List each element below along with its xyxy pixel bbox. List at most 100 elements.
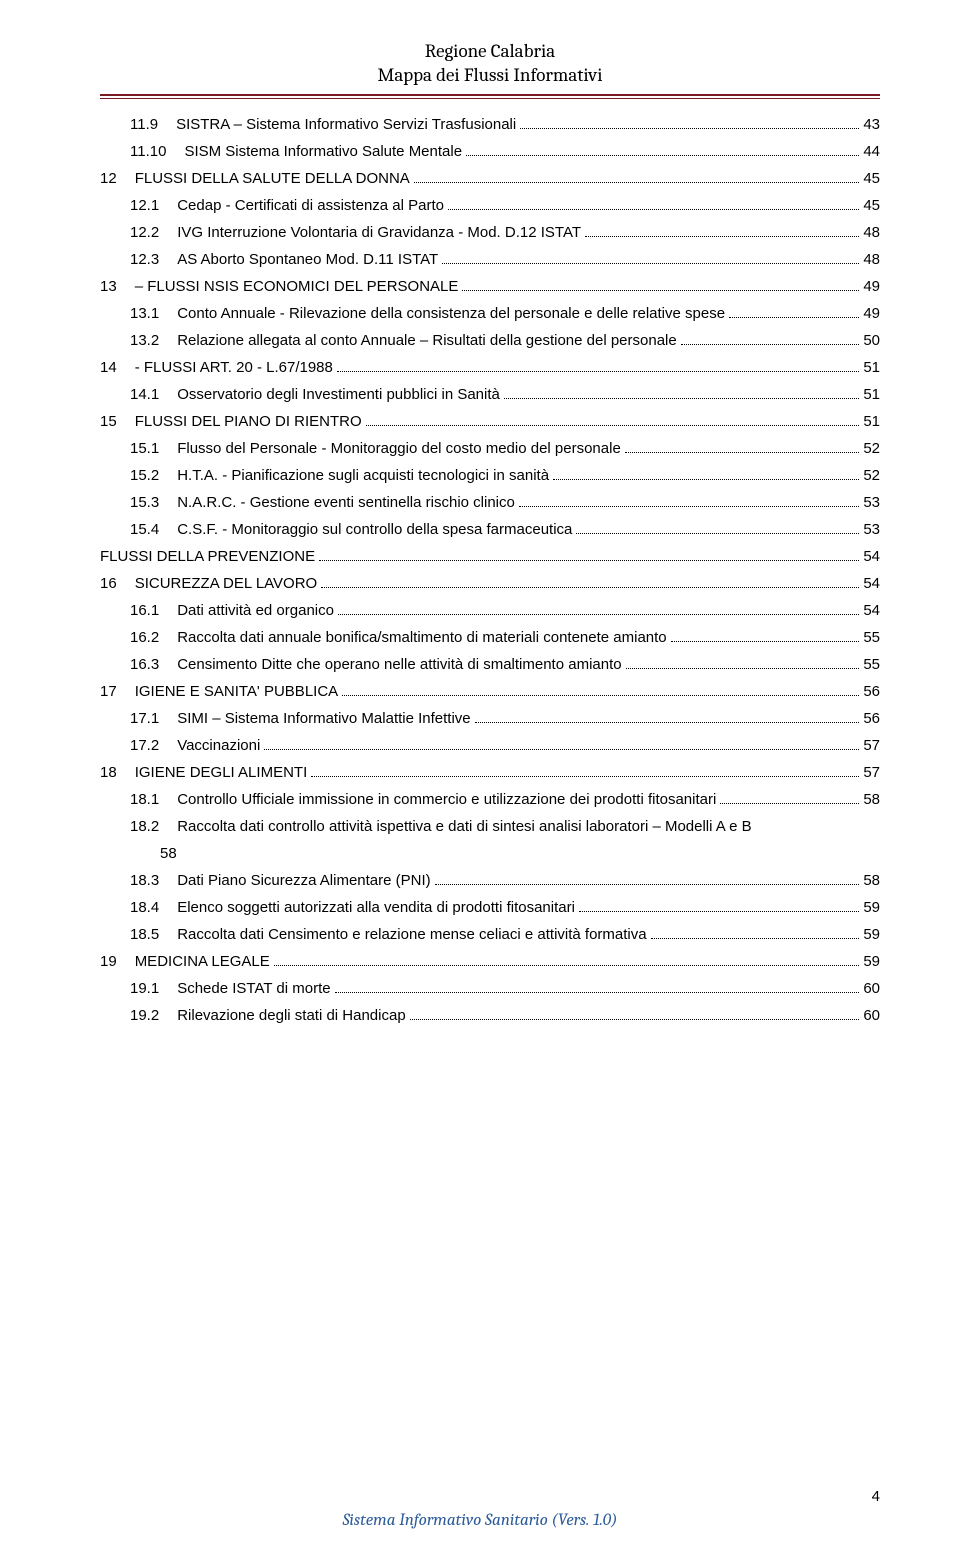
toc-leader [681, 344, 860, 345]
toc-leader [576, 533, 859, 534]
toc-leader [475, 722, 860, 723]
toc-entry: 12.1Cedap - Certificati di assistenza al… [130, 198, 880, 213]
toc-leader [585, 236, 859, 237]
toc-entry-text: H.T.A. - Pianificazione sugli acquisti t… [177, 468, 549, 483]
toc-entry-page: 58 [160, 846, 177, 861]
toc-entry: 15.2H.T.A. - Pianificazione sugli acquis… [130, 468, 880, 483]
toc-entry: 11.9SISTRA – Sistema Informativo Servizi… [130, 117, 880, 132]
toc-entry-number: 15.3 [130, 495, 159, 510]
toc-entry-page: 53 [863, 495, 880, 510]
toc-entry-number: 12.2 [130, 225, 159, 240]
toc-entry-page: 48 [863, 252, 880, 267]
toc-leader [553, 479, 859, 480]
toc-entry-text: Censimento Ditte che operano nelle attiv… [177, 657, 621, 672]
toc-entry-text: SISM Sistema Informativo Salute Mentale [184, 144, 462, 159]
toc-entry: 16.1Dati attività ed organico54 [130, 603, 880, 618]
toc-entry-number: 15.4 [130, 522, 159, 537]
toc-entry-text: FLUSSI DELLA SALUTE DELLA DONNA [135, 171, 410, 186]
toc-leader [335, 992, 860, 993]
toc-entry-number: 19.2 [130, 1008, 159, 1023]
toc-entry: FLUSSI DELLA PREVENZIONE54 [100, 549, 880, 564]
toc-entry-page: 54 [863, 603, 880, 618]
toc-entry-page: 54 [863, 549, 880, 564]
toc-entry: 19MEDICINA LEGALE59 [100, 954, 880, 969]
toc-entry-page: 57 [863, 738, 880, 753]
toc-entry-page: 45 [863, 198, 880, 213]
toc-leader [338, 614, 859, 615]
toc-entry-text: Dati Piano Sicurezza Alimentare (PNI) [177, 873, 430, 888]
toc-entry-text: – FLUSSI NSIS ECONOMICI DEL PERSONALE [135, 279, 459, 294]
toc-entry-number: 13.2 [130, 333, 159, 348]
toc-leader [311, 776, 859, 777]
toc-entry: 15.1 Flusso del Personale - Monitoraggio … [130, 441, 880, 456]
table-of-contents: 11.9SISTRA – Sistema Informativo Servizi… [100, 117, 880, 1023]
toc-entry-page: 59 [863, 900, 880, 915]
toc-entry-number: 16.3 [130, 657, 159, 672]
toc-entry-number: 14.1 [130, 387, 159, 402]
toc-entry-page: 58 [863, 792, 880, 807]
toc-entry: 18.3 Dati Piano Sicurezza Alimentare (PNI… [130, 873, 880, 888]
toc-entry: 17.2Vaccinazioni57 [130, 738, 880, 753]
toc-entry-number: 16.2 [130, 630, 159, 645]
header-rule [100, 94, 880, 99]
toc-entry-number: 18.4 [130, 900, 159, 915]
toc-entry-text: Conto Annuale - Rilevazione della consis… [177, 306, 725, 321]
toc-entry: 13– FLUSSI NSIS ECONOMICI DEL PERSONALE4… [100, 279, 880, 294]
toc-entry-text: Flusso del Personale - Monitoraggio del … [177, 441, 621, 456]
toc-leader [462, 290, 859, 291]
toc-entry-number: 18 [100, 765, 117, 780]
toc-entry-text: - FLUSSI ART. 20 - L.67/1988 [135, 360, 333, 375]
toc-leader [466, 155, 859, 156]
toc-leader [729, 317, 859, 318]
toc-entry-number: 12.3 [130, 252, 159, 267]
toc-entry-text: IVG Interruzione Volontaria di Gravidanz… [177, 225, 581, 240]
toc-entry-page: 55 [863, 630, 880, 645]
header-line-1: Regione Calabria [100, 40, 880, 62]
toc-entry: 18.4 Elenco soggetti autorizzati alla ven… [130, 900, 880, 915]
toc-entry-page: 54 [863, 576, 880, 591]
toc-entry-text: Controllo Ufficiale immissione in commer… [177, 792, 716, 807]
toc-entry-page: 45 [863, 171, 880, 186]
toc-entry: 12FLUSSI DELLA SALUTE DELLA DONNA45 [100, 171, 880, 186]
toc-entry-number: 16 [100, 576, 117, 591]
toc-entry-page: 48 [863, 225, 880, 240]
toc-entry: 14.1Osservatorio degli Investimenti pubb… [130, 387, 880, 402]
toc-entry-text: FLUSSI DEL PIANO DI RIENTRO [135, 414, 362, 429]
toc-entry: 18.2Raccolta dati controllo attività isp… [130, 819, 880, 834]
toc-entry-text: Raccolta dati annuale bonifica/smaltimen… [177, 630, 666, 645]
toc-entry-number: 15.1 [130, 441, 159, 456]
toc-leader [579, 911, 859, 912]
toc-entry-page: 57 [863, 765, 880, 780]
toc-entry-text: Raccolta dati Censimento e relazione men… [177, 927, 646, 942]
toc-leader [366, 425, 860, 426]
toc-entry-page: 43 [863, 117, 880, 132]
toc-entry: 13.1 Conto Annuale - Rilevazione della co… [130, 306, 880, 321]
toc-entry-number: 18.3 [130, 873, 159, 888]
toc-entry-text: N.A.R.C. - Gestione eventi sentinella ri… [177, 495, 515, 510]
toc-leader [435, 884, 860, 885]
header-line-2: Mappa dei Flussi Informativi [100, 64, 880, 86]
toc-entry-page: 49 [863, 279, 880, 294]
toc-entry-text: Elenco soggetti autorizzati alla vendita… [177, 900, 575, 915]
toc-entry-page: 52 [863, 468, 880, 483]
toc-entry-number: 13.1 [130, 306, 159, 321]
toc-entry-page: 60 [863, 981, 880, 996]
toc-entry: 18IGIENE DEGLI ALIMENTI57 [100, 765, 880, 780]
toc-leader [448, 209, 859, 210]
toc-leader [442, 263, 859, 264]
toc-entry-page: 59 [863, 927, 880, 942]
toc-entry: 17IGIENE E SANITA' PUBBLICA56 [100, 684, 880, 699]
toc-entry: 19.1Schede ISTAT di morte60 [130, 981, 880, 996]
document-footer: Sistema Informativo Sanitario (Vers. 1.0… [0, 1511, 960, 1530]
toc-entry-text: C.S.F. - Monitoraggio sul controllo dell… [177, 522, 572, 537]
toc-entry-page: 59 [863, 954, 880, 969]
toc-entry-page: 56 [863, 711, 880, 726]
document-header: Regione Calabria Mappa dei Flussi Inform… [100, 40, 880, 86]
toc-entry: 11.10SISM Sistema Informativo Salute Men… [130, 144, 880, 159]
toc-leader [520, 128, 859, 129]
toc-entry-page: 51 [863, 414, 880, 429]
toc-entry-number: 15 [100, 414, 117, 429]
toc-leader [720, 803, 859, 804]
toc-entry-number: 12.1 [130, 198, 159, 213]
toc-entry-text: IGIENE E SANITA' PUBBLICA [135, 684, 338, 699]
